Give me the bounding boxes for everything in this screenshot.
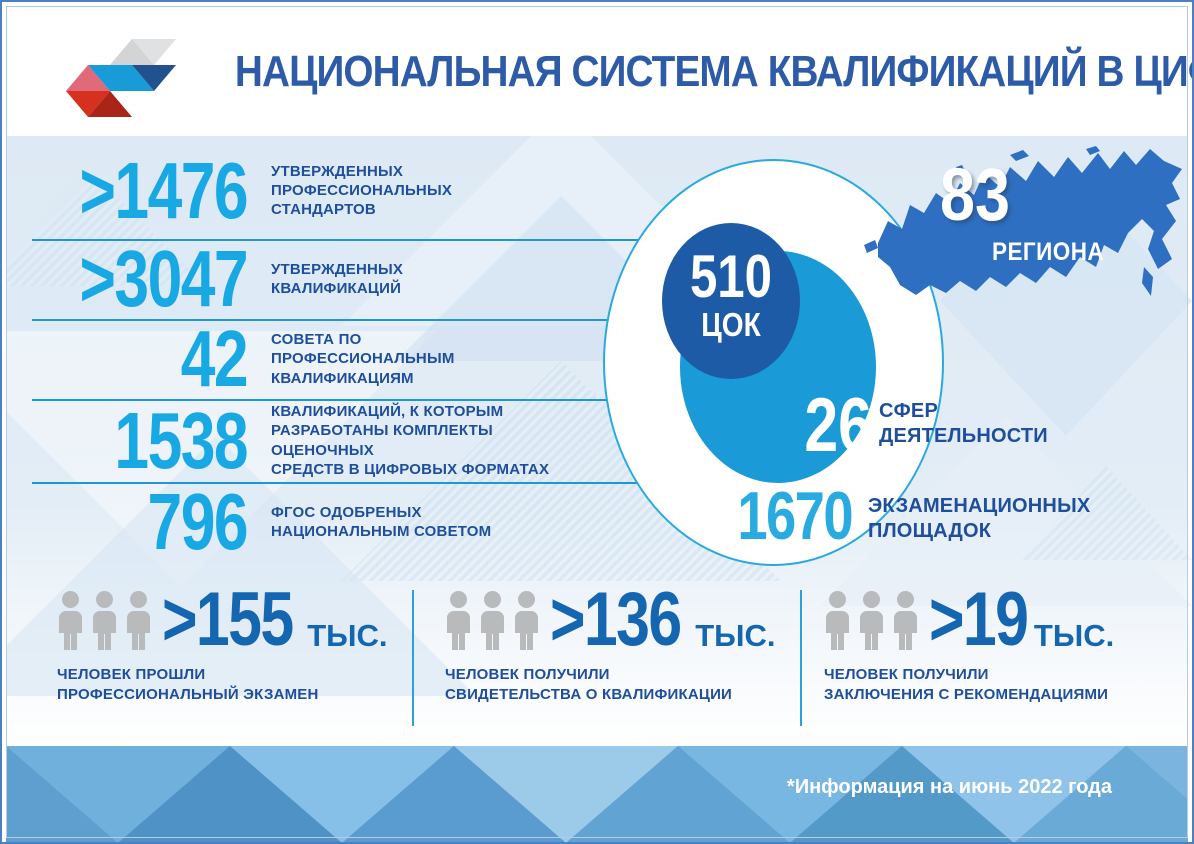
row-separator (32, 399, 662, 401)
stat-value: >3047 (79, 234, 249, 323)
stat-label: КВАЛИФИКАЦИЙ, К КОТОРЫМ РАЗРАБОТАНЫ КОМП… (271, 403, 550, 478)
person-icon (93, 591, 116, 650)
people-icons (445, 591, 540, 651)
exam-sites-value: 1670 (737, 478, 853, 554)
person-icon (481, 591, 504, 650)
bottom-stat-label: ЧЕЛОВЕК ПОЛУЧИЛИ СВИДЕТЕЛЬСТВА О КВАЛИФИ… (445, 666, 733, 703)
stat-value: >1476 (79, 145, 249, 235)
page-title: НАЦИОНАЛЬНАЯ СИСТЕМА КВАЛИФИКАЦИЙ В ЦИФР… (234, 47, 1192, 96)
footer-mosaic (6, 746, 1188, 842)
row-separator (32, 319, 662, 321)
cok-value: 510 (689, 243, 773, 310)
regions-value: 83 (940, 153, 1010, 236)
bottom-stat-certificates: >136 ТЫС. ЧЕЛОВЕК ПОЛУЧИЛИ СВИДЕТЕЛЬСТВА… (445, 576, 805, 704)
bottom-stat-label: ЧЕЛОВЕК ПРОШЛИ ПРОФЕССИОНАЛЬНЫЙ ЭКЗАМЕН (57, 666, 319, 703)
stat-row-councils: 42 СОВЕТА ПО ПРОФЕССИОНАЛЬНЫМ КВАЛИФИКАЦ… (32, 314, 677, 403)
people-icons (824, 591, 919, 651)
vertical-divider (412, 590, 414, 726)
person-icon (127, 591, 150, 650)
bottom-stat-label: ЧЕЛОВЕК ПОЛУЧИЛИ ЗАКЛЮЧЕНИЯ С РЕКОМЕНДАЦ… (824, 666, 1109, 703)
person-icon (59, 591, 82, 650)
person-icon (894, 591, 917, 650)
spheres-label: СФЕР ДЕЯТЕЛЬНОСТИ (879, 400, 1048, 447)
person-icon (515, 591, 538, 650)
spheres-value: 26 (804, 383, 872, 468)
bottom-stat-value: >155 (162, 576, 294, 662)
person-icon (860, 591, 883, 650)
stat-row-professional-standards: >1476 УТВЕРЖДЕННЫХ ПРОФЕССИОНАЛЬНЫХ СТАН… (32, 144, 677, 237)
row-separator (32, 239, 662, 241)
stat-row-qualifications: >3047 УТВЕРЖДЕННЫХ КВАЛИФИКАЦИЙ (32, 234, 677, 323)
cok-circle: 510 ЦОК (662, 223, 800, 379)
bottom-stat-unit: ТЫС. (1033, 618, 1115, 653)
person-icon (447, 591, 470, 650)
stat-value: 796 (147, 477, 249, 566)
stat-row-assessment-kits: 1538 КВАЛИФИКАЦИЙ, К КОТОРЫМ РАЗРАБОТАНЫ… (32, 395, 677, 485)
bottom-stat-value: >136 (550, 576, 682, 662)
footnote: *Информация на июнь 2022 года (786, 776, 1112, 798)
person-icon (826, 591, 849, 650)
bottom-stat-exams: >155 ТЫС. ЧЕЛОВЕК ПРОШЛИ ПРОФЕССИОНАЛЬНЫ… (57, 576, 417, 704)
bottom-stat-recommendations: >19 ТЫС. ЧЕЛОВЕК ПОЛУЧИЛИ ЗАКЛЮЧЕНИЯ С Р… (824, 576, 1184, 704)
stat-label: УТВЕРЖДЕННЫХ КВАЛИФИКАЦИЙ (271, 260, 404, 297)
stat-label: УТВЕРЖДЕННЫХ ПРОФЕССИОНАЛЬНЫХ СТАНДАРТОВ (271, 162, 453, 219)
russia-map-icon (864, 146, 1182, 296)
bottom-stat-unit: ТЫС. (695, 618, 776, 653)
bottom-stat-value: >19 (929, 576, 1029, 662)
people-icons (57, 591, 152, 651)
stat-label: СОВЕТА ПО ПРОФЕССИОНАЛЬНЫМ КВАЛИФИКАЦИЯМ (271, 331, 455, 387)
regions-label: РЕГИОНА (992, 238, 1105, 266)
nark-logo-icon (66, 39, 176, 117)
stat-value: 42 (180, 314, 249, 403)
cok-label: ЦОК (701, 306, 761, 343)
stat-value: 1538 (114, 395, 248, 485)
row-separator (32, 482, 662, 484)
header: НАЦИОНАЛЬНАЯ СИСТЕМА КВАЛИФИКАЦИЙ В ЦИФР… (7, 7, 1192, 136)
vertical-divider (800, 590, 802, 726)
bottom-stat-unit: ТЫС. (307, 618, 388, 653)
stat-label: ФГОС ОДОБРЕНЫХ НАЦИОНАЛЬНЫМ СОВЕТОМ (271, 503, 492, 540)
exam-sites-label: ЭКЗАМЕНАЦИОННЫХ ПЛОЩАДОК (868, 495, 1091, 542)
stat-row-fgos: 796 ФГОС ОДОБРЕНЫХ НАЦИОНАЛЬНЫМ СОВЕТОМ (32, 477, 677, 566)
